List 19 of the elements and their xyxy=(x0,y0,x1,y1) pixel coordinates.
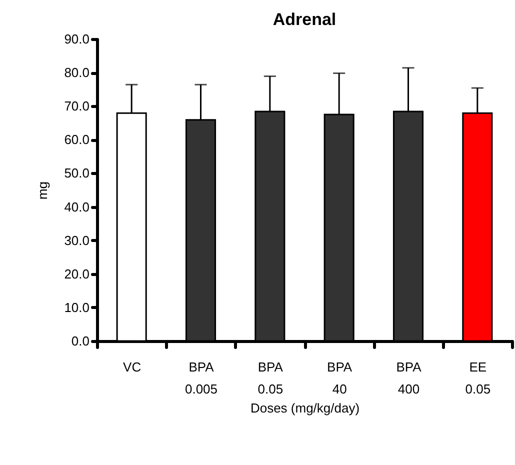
y-tick-label: 30.0 xyxy=(64,232,90,248)
x-tick-label: VC xyxy=(123,360,142,374)
y-tick-label: 50.0 xyxy=(64,166,90,181)
x-tick-label: BPA 40 xyxy=(327,360,352,396)
y-tick-label: 70.0 xyxy=(64,98,90,114)
y-tick-label: 0.0 xyxy=(71,334,90,348)
chart-title: Adrenal xyxy=(272,10,336,29)
y-tick-label: 20.0 xyxy=(64,266,90,282)
y-tick-label: 80.0 xyxy=(64,65,90,80)
x-tick-label: BPA 0.005 xyxy=(184,360,218,396)
x-tick-label: EE 0.05 xyxy=(465,360,491,396)
y-tick-label: 10.0 xyxy=(64,300,90,315)
y-axis-title: mg xyxy=(35,181,50,200)
y-tick-label: 60.0 xyxy=(64,132,90,148)
x-axis-title: Doses (mg/kg/day) xyxy=(250,400,360,416)
y-tick-label: 40.0 xyxy=(64,199,90,214)
x-tick-label: BPA 0.05 xyxy=(258,360,284,396)
x-tick-label: BPA 400 xyxy=(396,360,422,396)
y-tick-label: 90.0 xyxy=(64,32,90,46)
